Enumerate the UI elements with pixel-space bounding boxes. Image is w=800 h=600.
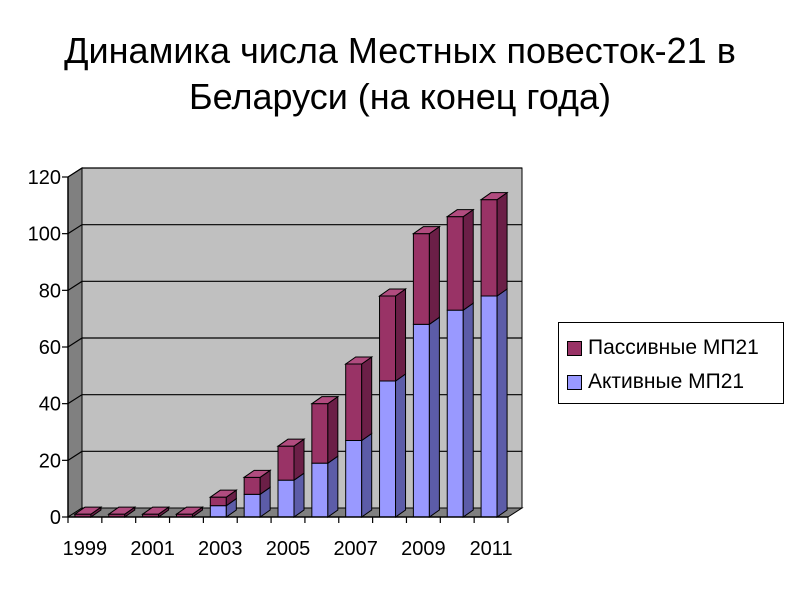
bar-front [379, 380, 397, 518]
bar-2010-Активные МП21 [446, 302, 474, 518]
bar-2009-Пассивные МП21 [411, 225, 441, 326]
x-tick-label: 2005 [266, 538, 311, 560]
bar-front [412, 323, 430, 518]
legend-item-passive: Пассивные МП21 [567, 331, 783, 365]
y-axis-ticks: 0 20 40 60 80 100 120 [28, 167, 68, 529]
bar-2008-Пассивные МП21 [377, 288, 408, 382]
title-line-2: Беларуси (на конец года) [189, 76, 611, 117]
bar-front [446, 216, 464, 311]
bar-side [327, 395, 339, 465]
bar-side [496, 288, 508, 518]
y-tick-label: 20 [39, 450, 61, 472]
bar-2011-Пассивные МП21 [479, 191, 509, 297]
bar-top [479, 192, 509, 201]
bar-2003-Пассивные МП21 [208, 489, 238, 507]
bar-2004-Пассивные МП21 [242, 469, 272, 496]
bar-2009-Активные МП21 [412, 316, 440, 518]
legend-swatch-passive [567, 340, 582, 356]
bar-side [395, 288, 407, 382]
bar-top [73, 506, 103, 515]
bars [73, 191, 509, 518]
x-axis-ticks: 1999 2001 2003 2005 2007 2009 2011 [63, 517, 513, 560]
bar-front [480, 199, 498, 297]
bar-side [462, 302, 474, 518]
bar-top [276, 438, 306, 447]
x-tick-label: 2011 [470, 538, 513, 560]
bar-top [377, 288, 408, 297]
bar-top [310, 396, 340, 405]
bar-front [243, 476, 261, 495]
bar-2006-Активные МП21 [311, 455, 339, 518]
bar-front [446, 309, 464, 518]
bar-front [243, 493, 261, 518]
x-tick-label: 2001 [130, 538, 175, 560]
y-tick-label: 0 [50, 507, 61, 529]
slide-title: Динамика числа Местных повесток-21 в Бел… [0, 28, 800, 120]
title-line-1: Динамика числа Местных повесток-21 в [64, 30, 736, 71]
bar-2000-Пассивные МП21 [107, 506, 137, 518]
bar-top [208, 489, 238, 498]
bar-2007-Активные МП21 [345, 432, 373, 518]
bar-side [496, 191, 508, 297]
bar-front [277, 445, 295, 481]
bar-top [344, 356, 374, 365]
bar-side [361, 356, 373, 442]
bar-side [428, 316, 440, 518]
bar-front [412, 233, 430, 325]
gridline [67, 337, 522, 348]
bar-2008-Активные МП21 [379, 373, 407, 518]
bar-2007-Пассивные МП21 [344, 356, 374, 442]
bar-front [311, 462, 329, 518]
bar-top [107, 506, 137, 515]
gridlines [67, 167, 522, 461]
gridline [67, 280, 522, 291]
bar-top [411, 226, 441, 235]
bar-front [277, 479, 295, 518]
bar-2010-Пассивные МП21 [445, 208, 475, 312]
bar-side [293, 472, 305, 518]
bar-side [327, 455, 339, 518]
gridline [67, 167, 522, 178]
legend-swatch-active [567, 374, 582, 390]
y-tick-label: 100 [28, 224, 61, 246]
gridline [67, 394, 522, 405]
x-tick-label: 1999 [63, 538, 108, 560]
legend: Пассивные МП21 Активные МП21 [558, 322, 784, 404]
bar-side [428, 225, 440, 326]
x-tick-label: 2007 [333, 538, 378, 560]
bar-top [242, 469, 272, 478]
bar-top [445, 209, 475, 218]
bar-2002-Пассивные МП21 [174, 506, 205, 518]
bar-side [462, 208, 474, 312]
y-tick-label: 60 [39, 337, 61, 359]
bar-2006-Пассивные МП21 [310, 395, 340, 465]
y-tick-label: 80 [39, 280, 61, 302]
bar-2005-Пассивные МП21 [276, 438, 306, 482]
bar-front [345, 440, 363, 518]
bar-front [311, 403, 329, 464]
legend-label-active: Активные МП21 [588, 370, 745, 393]
bar-front [345, 363, 363, 441]
bar-2004-Активные МП21 [243, 486, 271, 518]
gridline [67, 224, 522, 235]
legend-item-active: Активные МП21 [567, 365, 783, 399]
gridline [67, 450, 522, 461]
y-tick-label: 120 [28, 167, 61, 189]
bar-side [361, 432, 373, 518]
bar-top [174, 506, 205, 515]
bar-front [209, 505, 227, 518]
bar-top [141, 506, 171, 515]
x-tick-label: 2009 [401, 538, 446, 560]
y-tick-label: 40 [39, 394, 61, 416]
bar-side [395, 373, 407, 518]
x-tick-label: 2003 [198, 538, 243, 560]
bar-front [209, 496, 227, 507]
bar-2011-Активные МП21 [480, 288, 508, 518]
bar-front [480, 295, 498, 518]
bar-2001-Пассивные МП21 [141, 506, 171, 518]
legend-label-passive: Пассивные МП21 [588, 336, 759, 359]
bar-front [379, 295, 397, 382]
